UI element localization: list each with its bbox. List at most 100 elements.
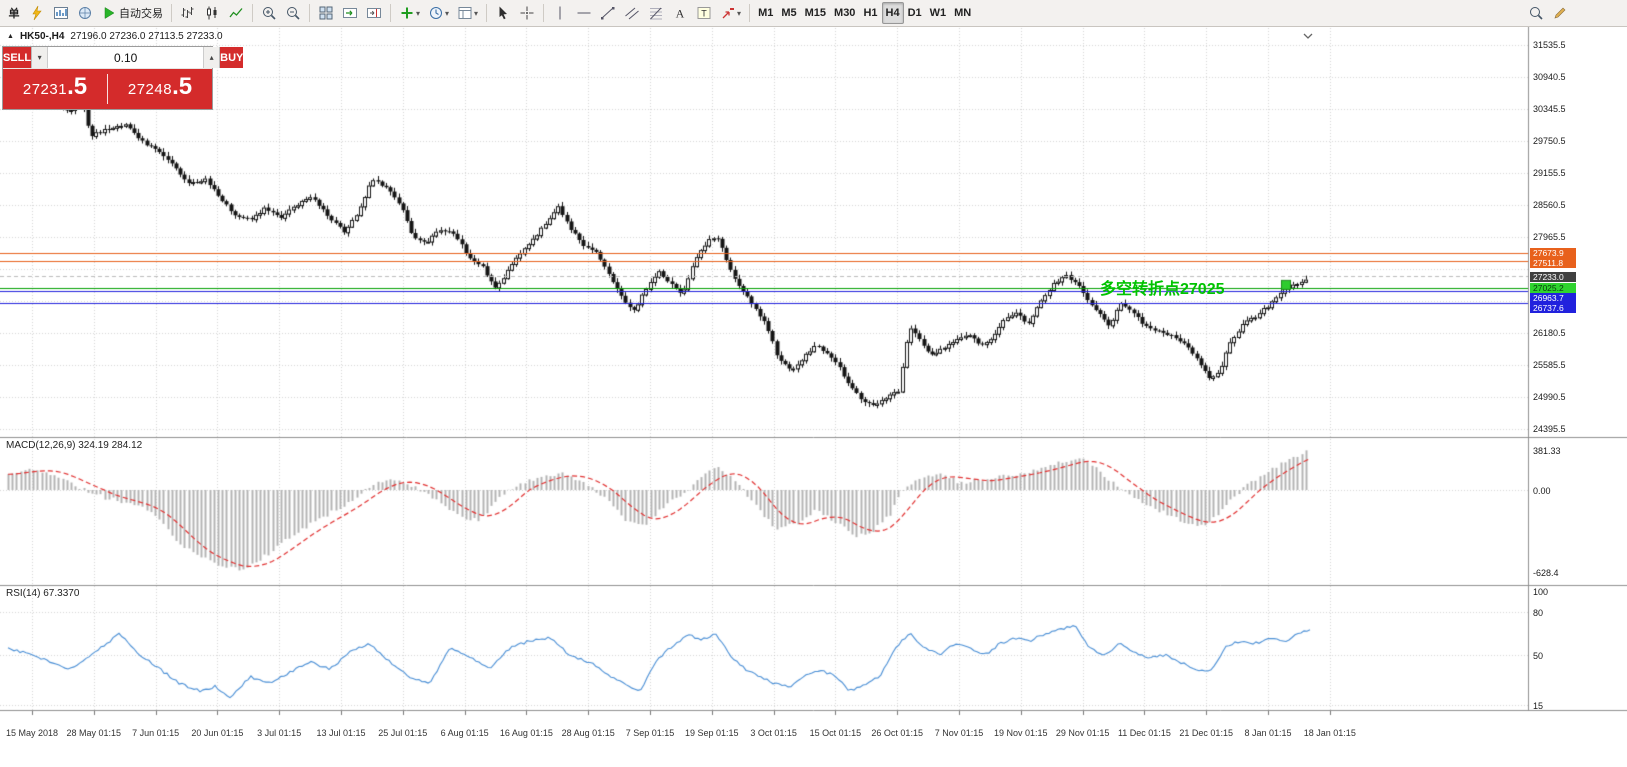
time-axis-label: 11 Dec 01:15: [1117, 728, 1171, 738]
chart-canvas[interactable]: [0, 27, 1627, 746]
new-order-button[interactable]: 单: [3, 2, 25, 24]
fibonacci-button[interactable]: [644, 2, 668, 24]
lightning-icon: [29, 5, 45, 21]
timeframe-h4-button[interactable]: H4: [881, 2, 904, 24]
trade-panel-prices: 27231.5 27248.5: [3, 69, 212, 109]
candlestick-chart-button[interactable]: [200, 2, 224, 24]
auto-scroll-button[interactable]: [338, 2, 362, 24]
vertical-line-button[interactable]: [548, 2, 572, 24]
price-axis-tick: 24990.5: [1533, 392, 1566, 402]
rsi-axis-tick: 80: [1533, 608, 1544, 618]
crosshair-button[interactable]: [515, 2, 539, 24]
svg-text:T: T: [701, 9, 707, 19]
templates-button[interactable]: ▾: [453, 2, 482, 24]
autoscroll-icon: [342, 5, 358, 21]
chart-shift-button[interactable]: [362, 2, 386, 24]
zoom-out-button[interactable]: [281, 2, 305, 24]
timeframe-h4-button-label: H4: [885, 7, 900, 19]
price-axis-tick: 27965.5: [1533, 232, 1566, 242]
candles-icon: [204, 5, 220, 21]
sell-price-fraction: .5: [67, 73, 88, 100]
quick-edit-button[interactable]: [1548, 2, 1572, 24]
zoom-in-button[interactable]: [257, 2, 281, 24]
time-axis-label: 26 Oct 01:15: [871, 728, 923, 738]
zoomout-icon: [285, 5, 301, 21]
sell-button[interactable]: SELL: [3, 47, 32, 68]
tline-icon: [600, 5, 616, 21]
chartwin-icon: [53, 5, 69, 21]
horizontal-line-button[interactable]: [572, 2, 596, 24]
rsi-axis-tick: 100: [1533, 587, 1549, 597]
price-axis-tick: 24395.5: [1533, 424, 1566, 434]
timeframe-m1-button[interactable]: M1: [754, 2, 777, 24]
price-level-label: 27673.9: [1530, 248, 1576, 259]
timeframe-mn-button[interactable]: MN: [950, 2, 975, 24]
arrows-button[interactable]: ▾: [716, 2, 745, 24]
search-button[interactable]: [1524, 2, 1548, 24]
indicators-button[interactable]: ▾: [395, 2, 424, 24]
template-icon: [457, 5, 473, 21]
volume-input[interactable]: [48, 47, 204, 68]
rsi-axis-tick: 15: [1533, 701, 1544, 712]
timeframe-m5-button[interactable]: M5: [777, 2, 800, 24]
line-chart-button[interactable]: [224, 2, 248, 24]
toolbar-separator: [543, 4, 545, 22]
chart-title: ▲ HK50-,H4 27196.0 27236.0 27113.5 27233…: [7, 31, 223, 42]
market-watch-button[interactable]: [49, 2, 73, 24]
buy-price-main: 27248: [127, 81, 173, 98]
time-axis-label: 8 Jan 01:15: [1244, 728, 1292, 738]
trendline-button[interactable]: [596, 2, 620, 24]
timeframe-m15-button-label: M15: [804, 7, 827, 19]
dropdown-arrow-icon[interactable]: ▾: [737, 8, 742, 18]
price-axis-tick: 29750.5: [1533, 136, 1566, 146]
price-level-label: 27233.0: [1530, 271, 1576, 282]
timeframe-m30-button[interactable]: M30: [830, 2, 859, 24]
timeframe-h1-button[interactable]: H1: [859, 2, 881, 24]
dropdown-arrow-icon[interactable]: ▾: [474, 8, 479, 18]
plus-icon: [399, 5, 415, 21]
text-label-button[interactable]: T: [692, 2, 716, 24]
buy-price-fraction: .5: [172, 73, 193, 100]
chevron-down-icon[interactable]: [1300, 28, 1316, 44]
bar-chart-button[interactable]: [176, 2, 200, 24]
linechart-icon: [228, 5, 244, 21]
vline-icon: [552, 5, 568, 21]
sell-price[interactable]: 27231.5: [3, 69, 107, 109]
buy-button[interactable]: BUY: [220, 47, 244, 68]
autotrading-button-label: 自动交易: [119, 8, 163, 20]
toolbar-separator: [309, 4, 310, 22]
macd-axis-tick: 0.00: [1533, 486, 1551, 496]
timeframe-m15-button[interactable]: M15: [801, 2, 830, 24]
price-axis-tick: 29155.5: [1533, 168, 1566, 178]
zoomin-icon: [261, 5, 277, 21]
crosshair-icon: [519, 5, 535, 21]
time-axis-label: 6 Aug 01:15: [440, 728, 489, 738]
tile-windows-button[interactable]: [314, 2, 338, 24]
volume-increase-button[interactable]: ▴: [203, 47, 220, 68]
dropdown-arrow-icon[interactable]: ▾: [416, 8, 421, 18]
toolbar-separator: [390, 4, 391, 22]
volume-decrease-button[interactable]: ▾: [32, 47, 49, 68]
equidistant-channel-button[interactable]: [620, 2, 644, 24]
toolbar-separator: [171, 4, 172, 22]
timeframe-d1-button[interactable]: D1: [904, 2, 926, 24]
macd-axis-tick: -628.4: [1533, 568, 1559, 578]
time-axis-label: 7 Sep 01:15: [625, 728, 675, 738]
text-button[interactable]: A: [668, 2, 692, 24]
channel-icon: [624, 5, 640, 21]
dropdown-arrow-icon[interactable]: ▾: [445, 8, 450, 18]
navigator-button[interactable]: [73, 2, 97, 24]
textT-icon: T: [696, 5, 712, 21]
autotrading-button[interactable]: 自动交易: [97, 2, 167, 24]
tile-icon: [318, 5, 334, 21]
buy-price[interactable]: 27248.5: [108, 69, 212, 109]
pencil-icon: [1552, 5, 1568, 21]
timeframe-w1-button[interactable]: W1: [926, 2, 951, 24]
rsi-axis-tick: 50: [1533, 651, 1544, 661]
rsi-label: RSI(14) 67.3370: [6, 588, 80, 599]
collapse-triangle-icon[interactable]: ▲: [7, 33, 14, 40]
price-level-label: 26737.6: [1530, 303, 1576, 314]
periods-button[interactable]: ▾: [424, 2, 453, 24]
cursor-button[interactable]: [491, 2, 515, 24]
metaeditor-button[interactable]: [25, 2, 49, 24]
